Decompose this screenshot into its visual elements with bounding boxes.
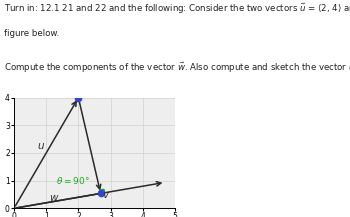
- Text: Turn in: 12.1 21 and 22 and the following: Consider the two vectors $\vec{u}$ = : Turn in: 12.1 21 and 22 and the followin…: [4, 2, 350, 16]
- Text: $v$: $v$: [102, 190, 110, 201]
- Text: figure below.: figure below.: [4, 29, 59, 38]
- Text: $w$: $w$: [49, 192, 60, 203]
- Polygon shape: [100, 189, 105, 193]
- Text: $u$: $u$: [37, 141, 45, 151]
- Text: $\theta = 90°$: $\theta = 90°$: [56, 175, 90, 186]
- Text: Compute the components of the vector $\vec{w}$. Also compute and sketch the vect: Compute the components of the vector $\v…: [4, 60, 350, 74]
